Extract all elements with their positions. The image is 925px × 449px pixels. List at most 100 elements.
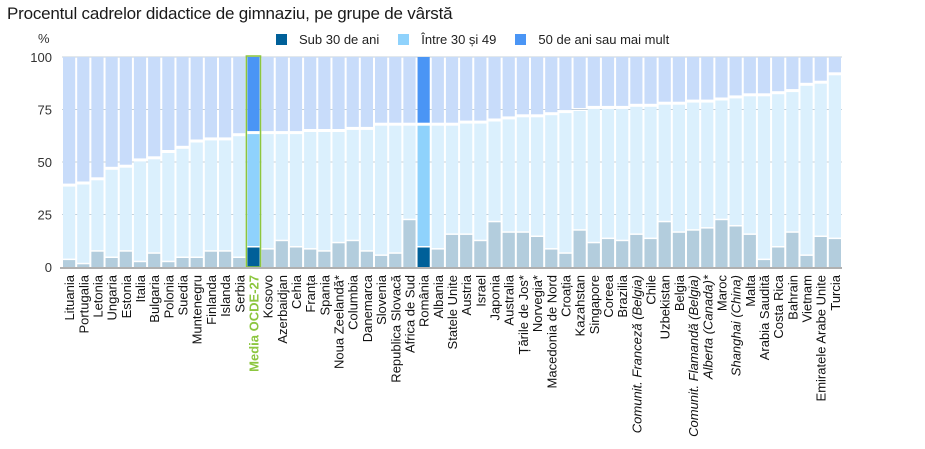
x-tick-label: Costa Rica (771, 274, 786, 338)
x-tick-label: Bulgaria (147, 274, 162, 322)
bar-group-17 (289, 57, 303, 267)
bar-segment-50-plus (644, 57, 657, 104)
bar-group-42 (644, 57, 657, 267)
bar-segment-30-49 (772, 94, 785, 246)
bar-segment-50-plus (474, 57, 487, 121)
bar-segment-under-30 (743, 234, 756, 267)
bar-segment-30-49 (828, 75, 841, 238)
bar-group-21 (346, 57, 359, 267)
x-tick-label: Slovenia (374, 274, 389, 325)
bar-segment-50-plus (687, 57, 700, 100)
x-tick-label: Lituania (62, 274, 77, 320)
bar-segment-30-49 (616, 108, 629, 240)
x-tick-label: Columbia (346, 274, 361, 330)
y-tick-label-75: 75 (38, 103, 52, 118)
bars (60, 55, 842, 269)
x-tick-label: Alberta (Canada)* (700, 274, 715, 380)
bar-segment-50-plus (219, 57, 232, 138)
bar-segment-50-plus (162, 57, 175, 150)
bar-segment-under-30 (233, 258, 246, 267)
bar-segment-under-30 (573, 230, 586, 267)
bar-group-51 (772, 57, 785, 267)
x-tick-label: Franța (303, 274, 318, 312)
bar-segment-50-plus (247, 57, 260, 132)
y-tick-label-25: 25 (38, 208, 52, 223)
bar-segment-50-plus (743, 57, 756, 94)
legend-label-under-30: Sub 30 de ani (299, 31, 380, 47)
bar-group-30 (474, 57, 487, 267)
x-tick-label: Belgia (672, 274, 687, 311)
bar-group-54 (814, 57, 827, 267)
bar-segment-50-plus (516, 57, 529, 115)
bar-segment-under-30 (601, 239, 615, 267)
x-tick-label: Comunit. Flamandă (Belgia) (686, 275, 701, 437)
x-tick-label: Uzbekistan (658, 275, 673, 339)
bar-segment-30-49 (488, 121, 501, 221)
bar-segment-50-plus (786, 57, 799, 90)
bar-segment-50-plus (375, 57, 388, 123)
bar-segment-50-plus (190, 57, 203, 140)
bar-segment-under-30 (587, 243, 600, 267)
bar-segment-30-49 (757, 96, 771, 259)
bar-group-33 (516, 57, 529, 267)
bar-segment-30-49 (119, 167, 132, 251)
bar-segment-under-30 (389, 253, 402, 267)
bar-segment-50-plus (403, 57, 416, 123)
x-tick-label: Chile (644, 275, 659, 305)
bar-segment-under-30 (488, 222, 501, 267)
legend-label-50-plus: 50 de ani sau mai mult (538, 31, 670, 47)
bar-segment-50-plus (701, 57, 714, 100)
bar-segment-under-30 (148, 253, 161, 267)
legend-item-50-plus: 50 de ani sau mai mult (515, 32, 669, 47)
x-tick-label: Finlanda (204, 274, 219, 325)
bar-segment-under-30 (431, 249, 444, 267)
bar-segment-30-49 (289, 134, 303, 246)
bar-segment-under-30 (304, 249, 317, 267)
bar-group-47 (715, 57, 728, 267)
x-tick-label: Norvegia* (530, 275, 545, 332)
x-tick-label: Albania (431, 274, 446, 318)
bar-segment-under-30 (403, 220, 416, 267)
bar-segment-50-plus (119, 57, 132, 165)
bar-segment-under-30 (190, 258, 203, 267)
bar-segment-30-49 (204, 140, 217, 251)
bar-segment-50-plus (502, 57, 515, 117)
bar-segment-30-49 (77, 184, 90, 263)
bar-segment-30-49 (403, 125, 416, 219)
bar-group-5 (119, 57, 132, 267)
x-tick-label: Serbia (232, 274, 247, 312)
bar-segment-50-plus (587, 57, 600, 106)
bar-segment-30-49 (219, 140, 232, 251)
bar-segment-30-49 (729, 98, 742, 225)
x-tick-label: Suedia (176, 274, 191, 315)
bar-segment-under-30 (346, 241, 359, 267)
bar-segment-30-49 (346, 129, 359, 240)
bar-segment-30-49 (431, 125, 444, 249)
bar-segment-50-plus (757, 57, 771, 94)
bar-group-12 (219, 57, 232, 267)
legend-label-30-49: Între 30 și 49 (421, 31, 497, 47)
bar-segment-under-30 (445, 234, 459, 267)
bar-segment-50-plus (360, 57, 373, 127)
x-tick-label: Bahrain (785, 275, 800, 320)
bar-group-43 (658, 57, 671, 267)
bar-segment-50-plus (204, 57, 217, 138)
bar-segment-50-plus (601, 57, 615, 106)
bar-group-1 (63, 57, 76, 267)
x-tick-label: Maroc (714, 275, 729, 312)
bar-segment-30-49 (389, 125, 402, 253)
bar-segment-50-plus (672, 57, 685, 102)
x-tick-label: Emiratele Arabe Unite (814, 275, 829, 401)
bar-segment-30-49 (318, 132, 331, 251)
bar-segment-50-plus (389, 57, 402, 123)
legend-swatch-50-plus (515, 33, 527, 45)
bar-segment-50-plus (63, 57, 76, 184)
bar-segment-30-49 (63, 186, 76, 259)
bar-group-50 (757, 57, 771, 267)
bar-segment-50-plus (616, 57, 629, 106)
bar-segment-50-plus (630, 57, 643, 104)
bar-group-10 (190, 57, 203, 267)
bar-segment-under-30 (616, 241, 629, 267)
bar-segment-30-49 (687, 102, 700, 230)
